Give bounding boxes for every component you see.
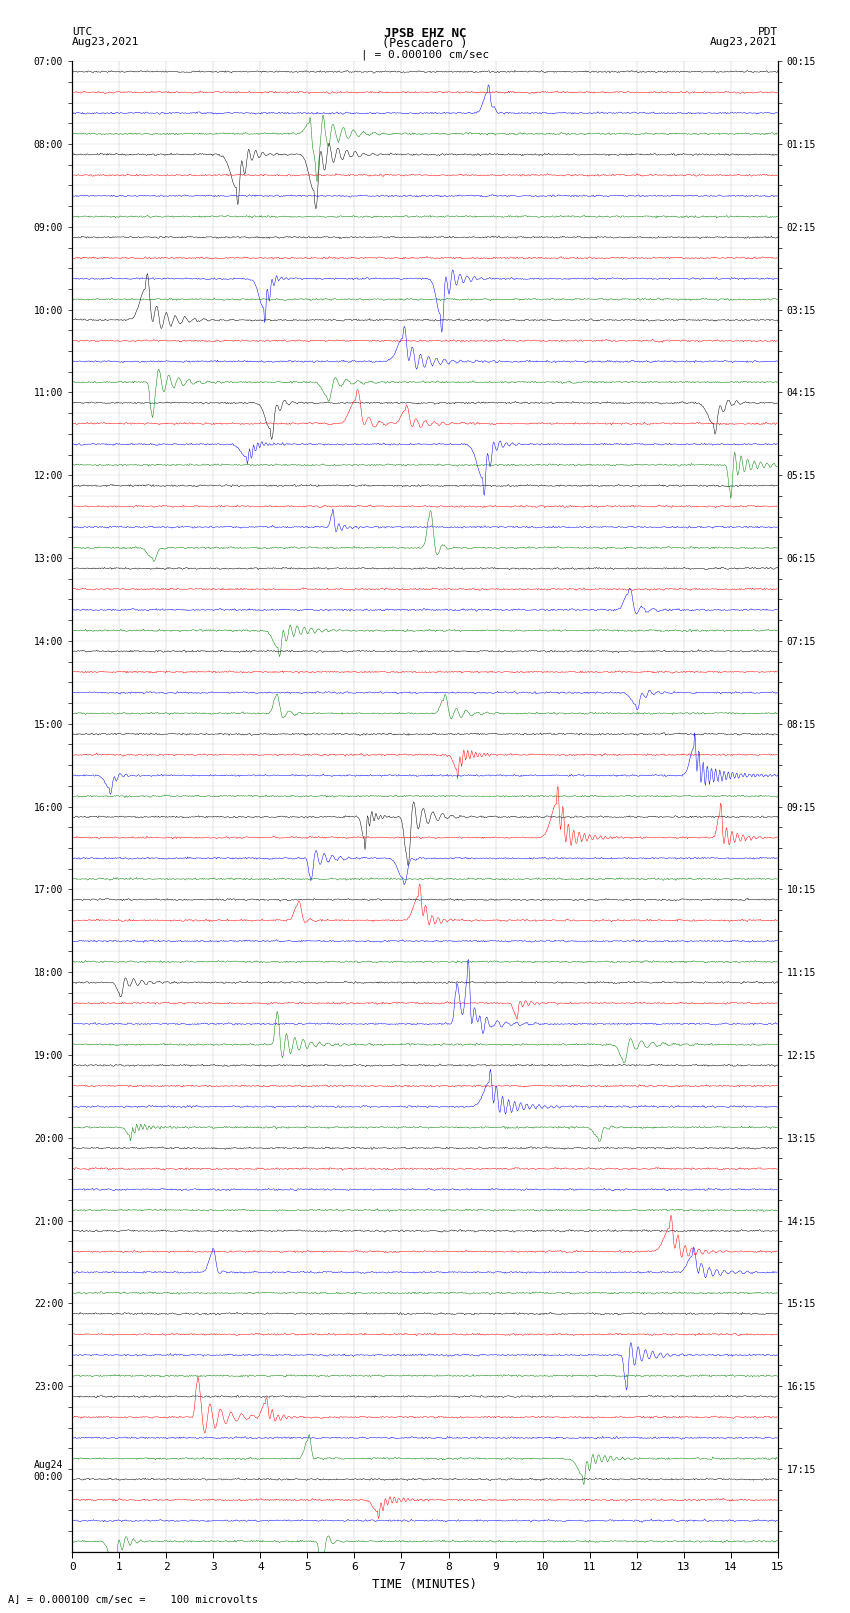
Text: Aug23,2021: Aug23,2021 <box>711 37 778 47</box>
Text: JPSB EHZ NC: JPSB EHZ NC <box>383 27 467 40</box>
Text: UTC: UTC <box>72 27 93 37</box>
Text: A⌋ = 0.000100 cm/sec =    100 microvolts: A⌋ = 0.000100 cm/sec = 100 microvolts <box>8 1595 258 1605</box>
Text: (Pescadero ): (Pescadero ) <box>382 37 468 50</box>
X-axis label: TIME (MINUTES): TIME (MINUTES) <box>372 1578 478 1590</box>
Text: | = 0.000100 cm/sec: | = 0.000100 cm/sec <box>361 48 489 60</box>
Text: Aug23,2021: Aug23,2021 <box>72 37 139 47</box>
Text: PDT: PDT <box>757 27 778 37</box>
